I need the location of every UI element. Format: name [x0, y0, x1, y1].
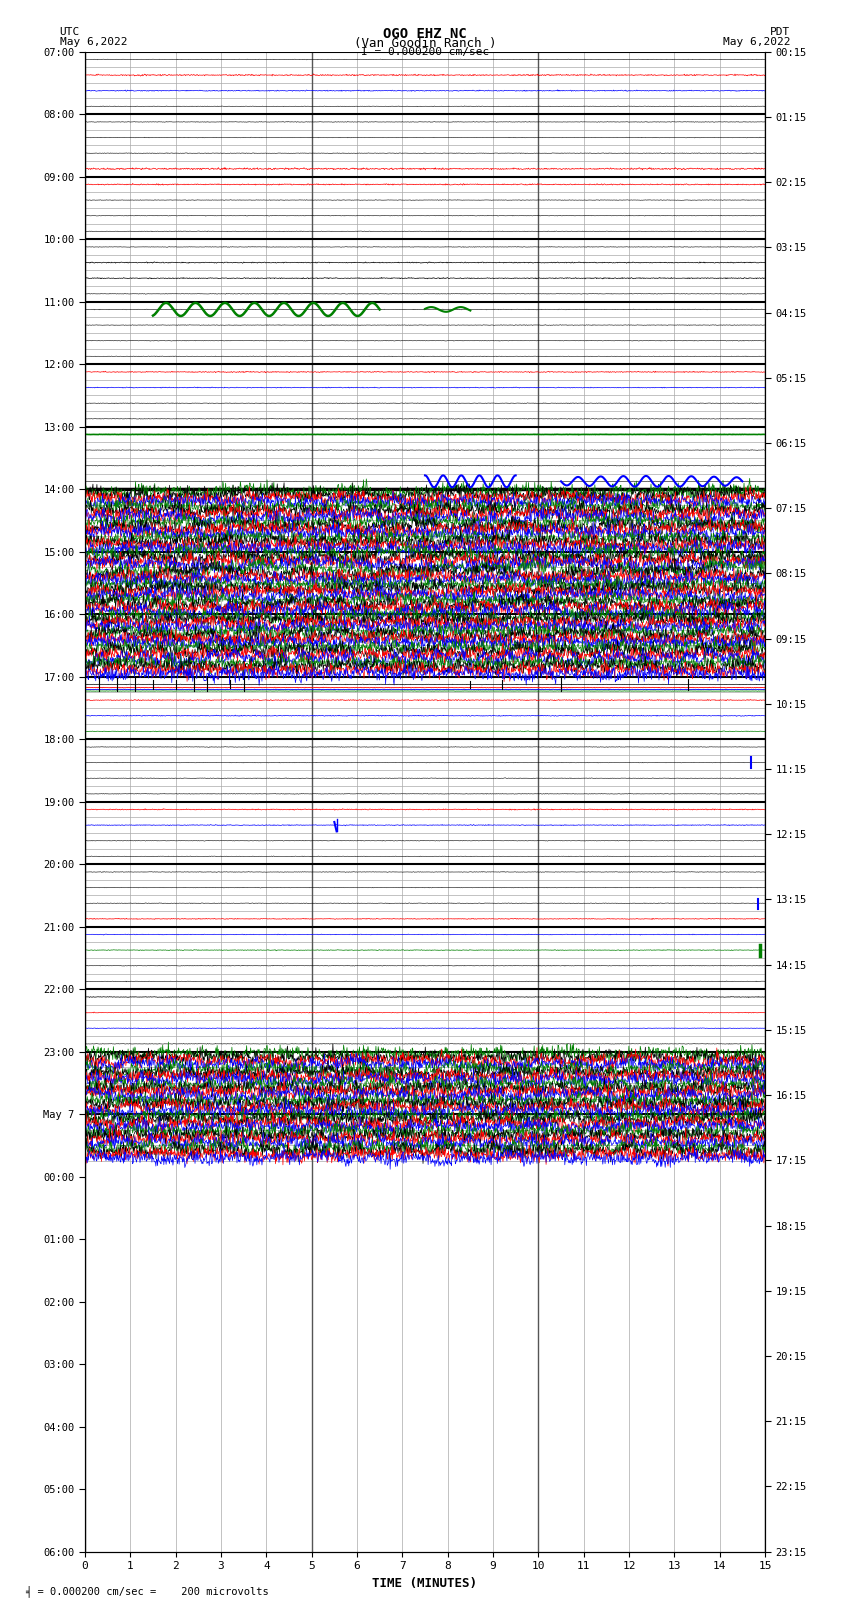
Text: I = 0.000200 cm/sec: I = 0.000200 cm/sec: [361, 47, 489, 56]
Text: May 6,2022: May 6,2022: [723, 37, 791, 47]
Text: ╡ = 0.000200 cm/sec =    200 microvolts: ╡ = 0.000200 cm/sec = 200 microvolts: [26, 1586, 269, 1597]
X-axis label: TIME (MINUTES): TIME (MINUTES): [372, 1578, 478, 1590]
Text: UTC: UTC: [60, 27, 80, 37]
Text: (Van Goodin Ranch ): (Van Goodin Ranch ): [354, 37, 496, 50]
Text: OGO EHZ NC: OGO EHZ NC: [383, 27, 467, 42]
Text: PDT: PDT: [770, 27, 790, 37]
Text: May 6,2022: May 6,2022: [60, 37, 127, 47]
